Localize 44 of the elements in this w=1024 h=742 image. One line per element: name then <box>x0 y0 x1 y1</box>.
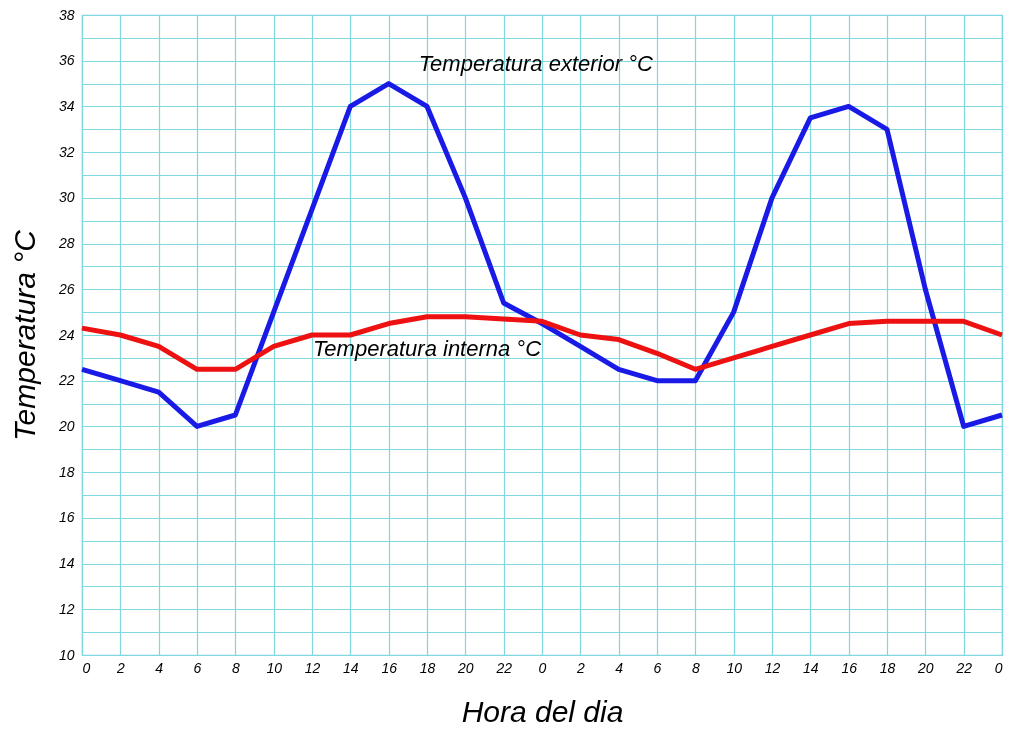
y-tick-label: 12 <box>58 600 75 617</box>
x-tick-label: 10 <box>266 659 283 676</box>
x-tick-label: 14 <box>803 659 819 676</box>
x-tick-label: 0 <box>994 659 1003 676</box>
y-tick-label: 36 <box>58 52 75 69</box>
x-tick-label: 8 <box>231 659 240 676</box>
x-tick-label: 10 <box>726 659 743 676</box>
x-tick-label: 4 <box>155 659 164 676</box>
x-tick-label: 22 <box>495 659 513 676</box>
y-tick-label: 30 <box>58 189 75 206</box>
x-tick-label: 4 <box>615 659 624 676</box>
series-label: Temperatura exterior °C <box>418 50 653 76</box>
x-tick-label: 20 <box>457 659 474 676</box>
y-tick-label: 28 <box>57 235 75 252</box>
x-tick-label: 6 <box>653 659 662 676</box>
x-tick-label: 2 <box>575 659 585 676</box>
y-tick-label: 24 <box>57 326 75 343</box>
series-label: Temperatura interna °C <box>312 335 542 361</box>
y-tick-label: 22 <box>57 372 75 389</box>
x-tick-label: 0 <box>82 659 91 676</box>
y-tick-label: 16 <box>58 509 75 526</box>
x-tick-label: 18 <box>419 659 436 676</box>
x-tick-label: 12 <box>764 659 781 676</box>
x-tick-label: 8 <box>691 659 700 676</box>
x-tick-label: 16 <box>841 659 858 676</box>
x-axis-title: Hora del dia <box>461 694 624 728</box>
x-tick-label: 14 <box>343 659 359 676</box>
y-tick-label: 32 <box>58 143 75 160</box>
y-tick-label: 38 <box>58 6 75 23</box>
x-tick-label: 16 <box>381 659 398 676</box>
x-tick-label: 20 <box>917 659 934 676</box>
y-tick-label: 34 <box>58 97 75 114</box>
y-tick-label: 14 <box>58 555 75 572</box>
x-tick-label: 0 <box>538 659 547 676</box>
x-tick-label: 2 <box>115 659 125 676</box>
y-tick-label: 10 <box>58 646 75 663</box>
y-axis-title: Temperatura °C <box>7 229 41 441</box>
y-tick-label: 18 <box>58 463 75 480</box>
x-tick-label: 18 <box>879 659 896 676</box>
x-tick-label: 6 <box>193 659 202 676</box>
x-tick-label: 12 <box>304 659 321 676</box>
y-tick-label: 20 <box>57 417 75 434</box>
x-tick-label: 22 <box>955 659 973 676</box>
y-tick-label: 26 <box>57 280 75 297</box>
